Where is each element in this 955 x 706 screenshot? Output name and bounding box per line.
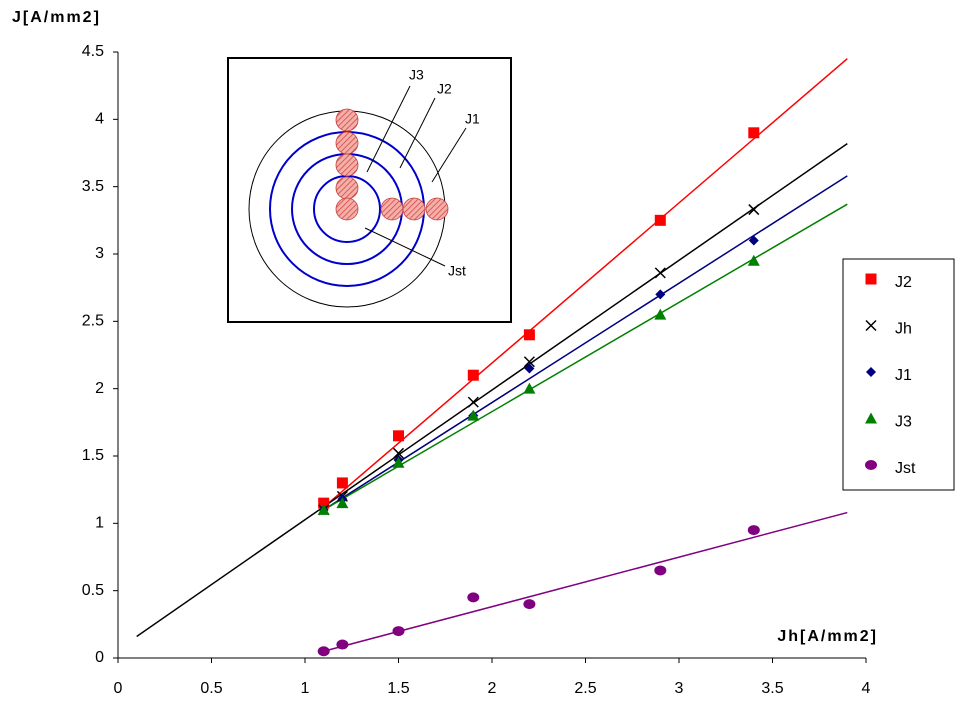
- trend-line: [323, 511, 848, 652]
- inset-label: J2: [437, 81, 452, 97]
- marker-triangle: [317, 503, 330, 515]
- marker-triangle: [467, 409, 480, 421]
- marker-circle: [654, 565, 667, 576]
- legend-label: J3: [895, 414, 912, 431]
- marker-diamond: [655, 289, 666, 300]
- y-tick-label: 0: [95, 649, 104, 666]
- y-tick-label: 1: [95, 515, 104, 532]
- x-tick-label: 1.5: [387, 680, 409, 697]
- marker-cross: [748, 204, 760, 216]
- trend-line: [323, 175, 848, 511]
- marker-circle: [523, 599, 536, 610]
- x-tick-label: 3: [675, 680, 684, 697]
- marker-diamond: [524, 363, 535, 374]
- marker-cross: [467, 396, 479, 408]
- marker-triangle: [654, 308, 667, 320]
- marker-triangle: [523, 382, 536, 394]
- marker-circle: [336, 639, 349, 650]
- marker-cross: [523, 356, 535, 368]
- marker-cross: [654, 267, 666, 279]
- marker-diamond: [748, 235, 759, 246]
- legend-label: J2: [895, 274, 912, 291]
- y-tick-label: 2: [95, 380, 104, 397]
- marker-triangle: [747, 254, 760, 266]
- inset-label: Jst: [448, 263, 466, 279]
- marker-square: [393, 430, 404, 442]
- marker-cross: [865, 319, 877, 332]
- y-tick-label: 3: [95, 245, 104, 262]
- y-tick-label: 0.5: [82, 582, 104, 599]
- y-tick-label: 4.5: [82, 43, 104, 60]
- trend-line: [323, 203, 848, 511]
- y-tick-label: 4: [95, 111, 104, 128]
- marker-circle: [747, 525, 760, 536]
- legend-label: Jh: [895, 321, 912, 338]
- x-tick-label: 0.5: [200, 680, 222, 697]
- legend-label: J1: [895, 367, 912, 384]
- inset-label: J3: [409, 67, 424, 83]
- legend-frame: [842, 258, 955, 491]
- marker-circle: [392, 626, 405, 637]
- inset-diagram: J3 J2 J1 Jst: [227, 57, 512, 323]
- marker-square: [654, 214, 666, 226]
- marker-square: [523, 329, 535, 341]
- marker-square: [865, 273, 877, 285]
- inset-label: J1: [465, 111, 480, 127]
- trend-line: [323, 58, 848, 508]
- x-tick-label: 1: [301, 680, 310, 697]
- marker-square: [318, 497, 330, 509]
- x-tick-label: 2: [488, 680, 497, 697]
- y-tick-label: 2.5: [82, 313, 104, 330]
- x-tick-label: 4: [862, 680, 871, 697]
- x-tick-label: 0: [114, 680, 123, 697]
- x-tick-label: 3.5: [761, 680, 783, 697]
- marker-triangle: [336, 497, 349, 509]
- legend-label: Jst: [895, 460, 916, 477]
- x-axis-label: Jh[A/mm2]: [777, 628, 878, 645]
- marker-square: [748, 127, 760, 139]
- marker-triangle: [865, 412, 877, 424]
- y-axis-label: J[A/mm2]: [12, 9, 101, 26]
- y-tick-label: 1.5: [82, 447, 104, 464]
- leader-lines: [364, 85, 467, 267]
- inset-frame: [227, 57, 512, 323]
- marker-square: [467, 369, 479, 381]
- marker-diamond: [866, 367, 876, 377]
- marker-circle: [467, 592, 480, 603]
- marker-circle: [865, 460, 877, 470]
- marker-square: [336, 477, 348, 489]
- marker-triangle: [392, 456, 405, 468]
- x-tick-label: 2.5: [574, 680, 596, 697]
- conductor-circles: [335, 108, 449, 221]
- marker-cross: [392, 447, 405, 459]
- y-tick-label: 3.5: [82, 178, 104, 195]
- marker-circle: [317, 646, 330, 657]
- trend-line: [136, 142, 848, 638]
